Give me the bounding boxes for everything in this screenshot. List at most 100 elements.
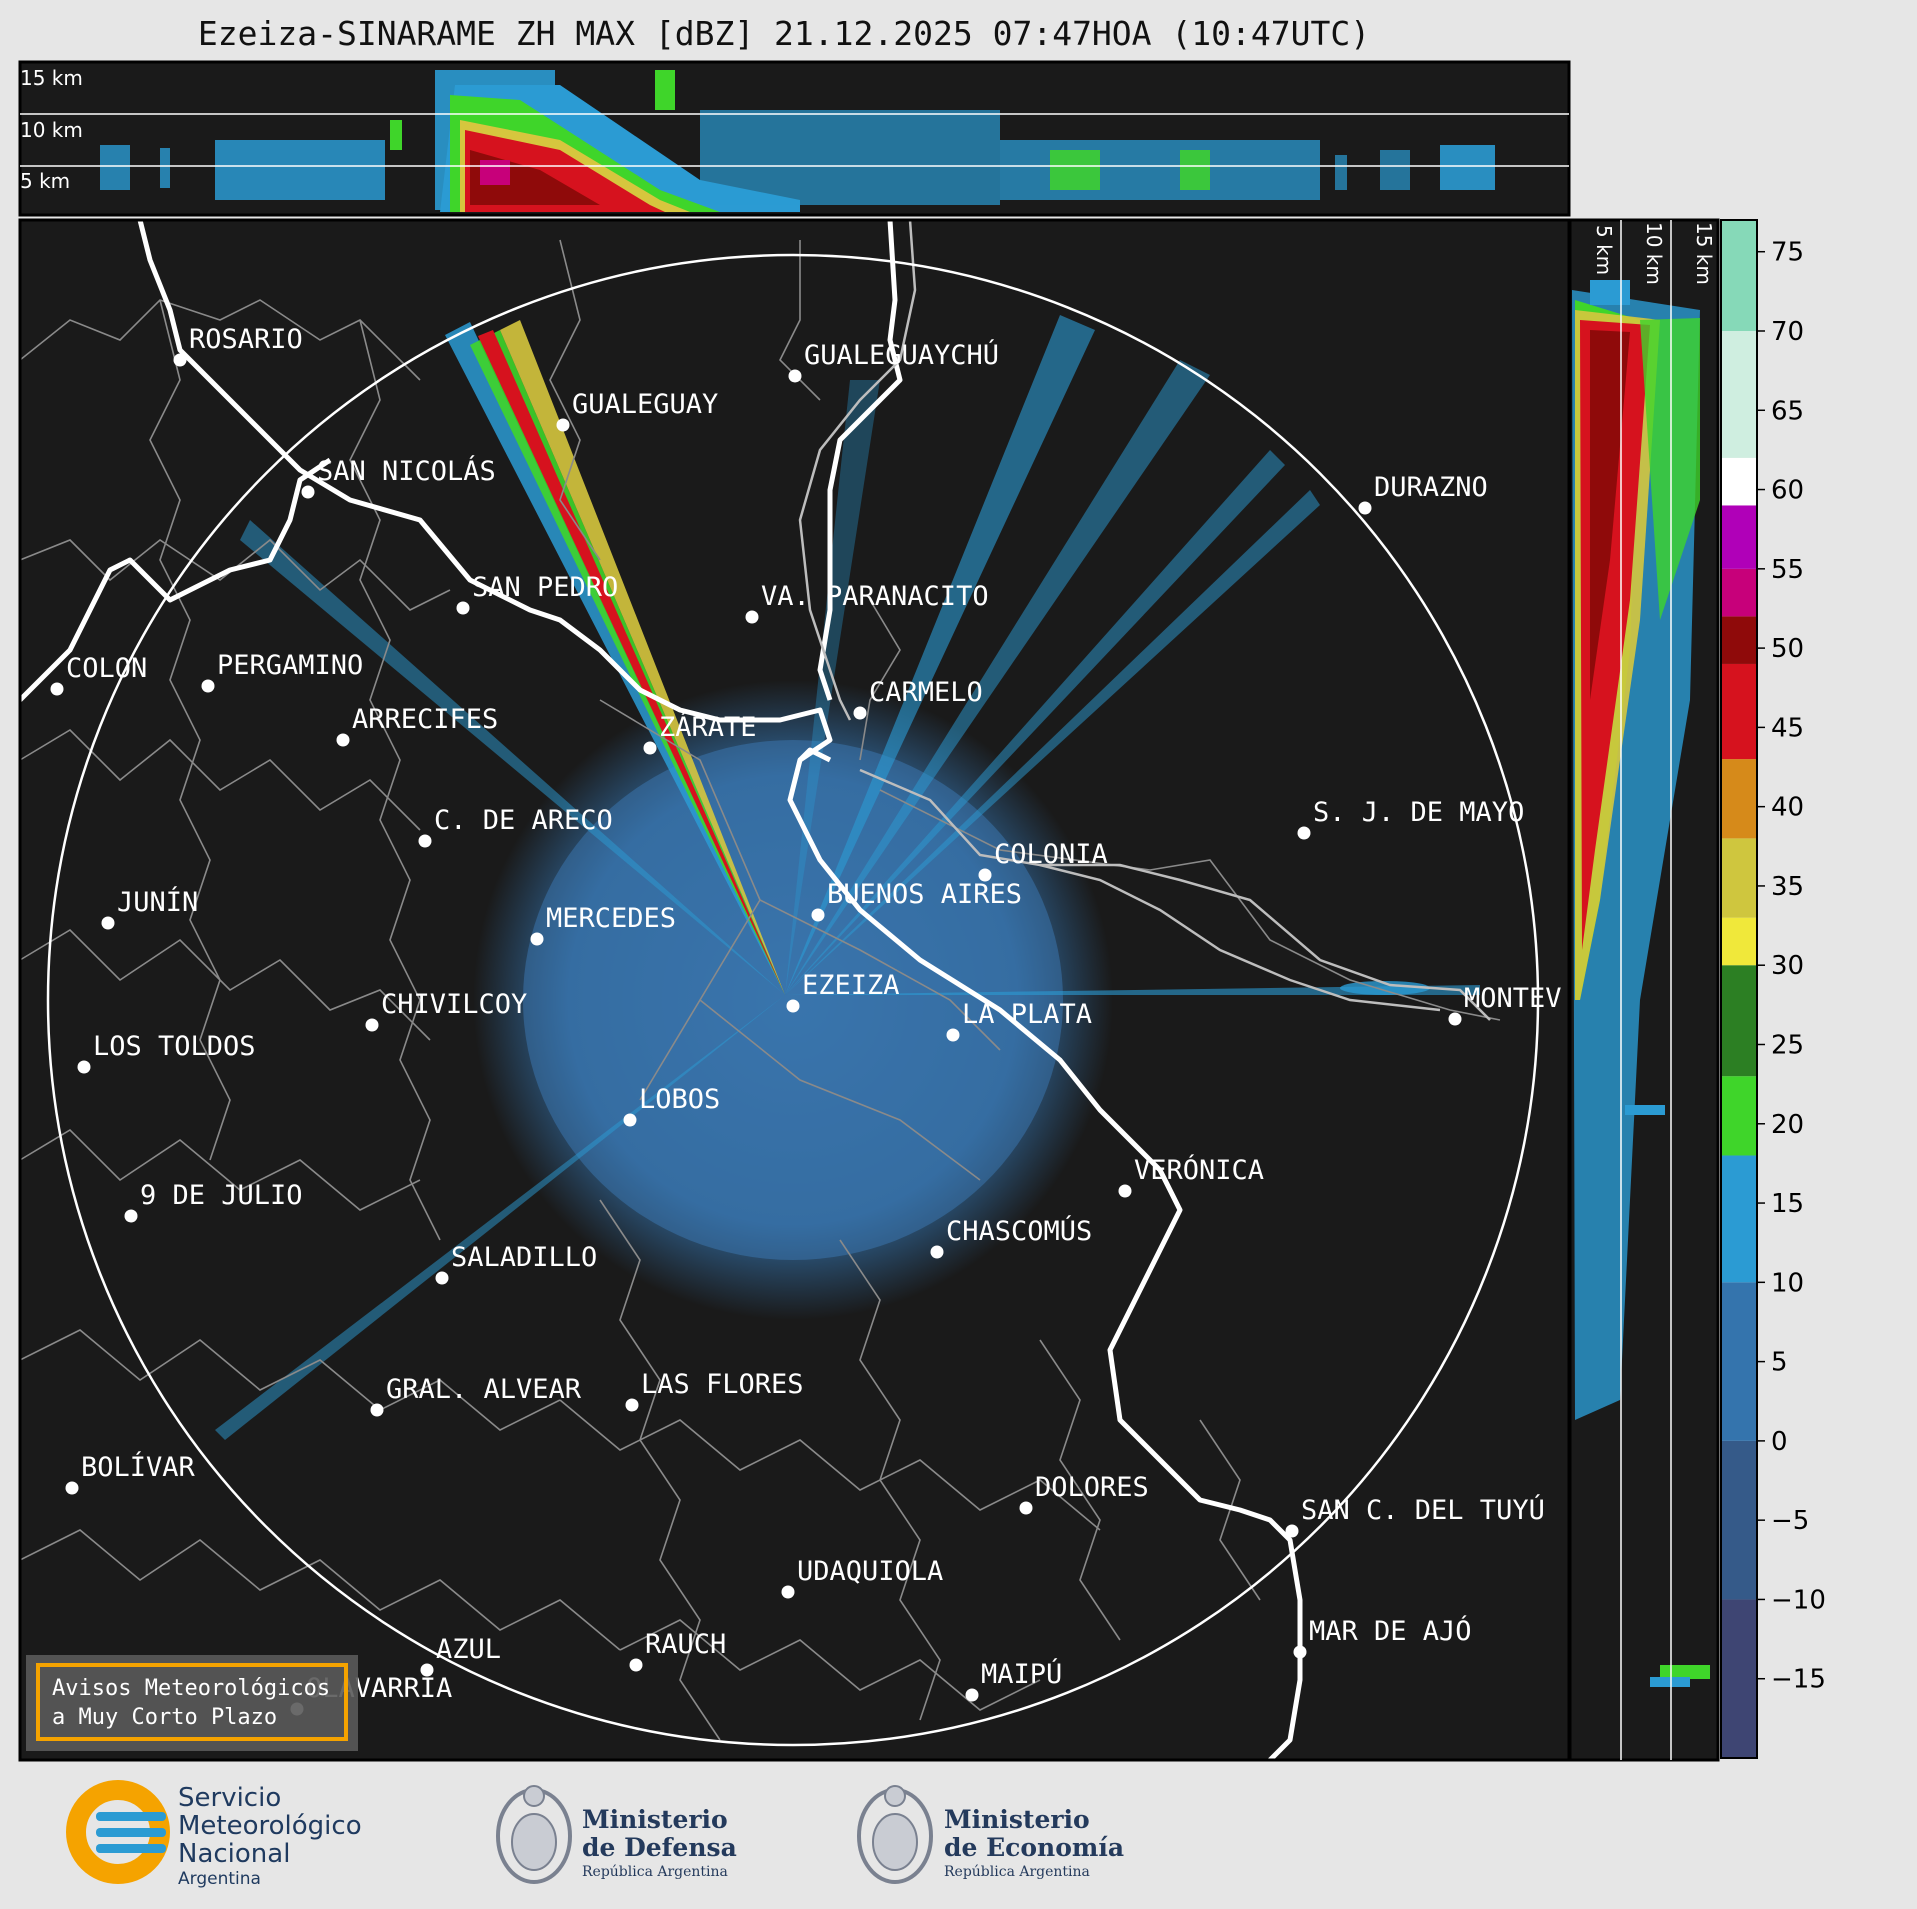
side-label-10km: 10 km — [1642, 222, 1666, 285]
city-label: MAR DE AJÓ — [1309, 1615, 1472, 1647]
department-borders — [20, 239, 1501, 1741]
city-label: DOLORES — [1035, 1472, 1149, 1503]
city-marker — [1297, 826, 1311, 840]
city-label: VA. PARANACITO — [761, 581, 989, 612]
coastline-border — [20, 220, 1303, 1760]
city-marker — [370, 1403, 384, 1417]
side-cross-section-panel: 5 km 10 km 15 km — [1568, 218, 1720, 1762]
colorbar-frame — [1720, 219, 1758, 1759]
badge-line1: Avisos Meteorológicos — [52, 1676, 330, 1701]
city-label: ZÁRATE — [659, 711, 757, 743]
city-marker — [930, 1245, 944, 1259]
economia-line3: República Argentina — [944, 1864, 1090, 1880]
colorbar-band — [1721, 568, 1757, 617]
city-marker — [173, 353, 187, 367]
economia-logo: Ministerio de Economía República Argenti… — [857, 1785, 1124, 1884]
colorbar-band — [1721, 505, 1757, 569]
city-marker — [643, 741, 657, 755]
rivers-and-borders — [798, 220, 1491, 1021]
colorbar-band — [1721, 1155, 1757, 1283]
colorbar-band — [1721, 663, 1757, 760]
city-marker — [301, 485, 315, 499]
city-label: LAS FLORES — [641, 1369, 804, 1400]
city-marker — [456, 601, 470, 615]
city-label: GUALEGUAYCHÚ — [804, 339, 999, 371]
smn-line4: Argentina — [178, 1869, 261, 1889]
defensa-line1: Ministerio — [582, 1805, 728, 1834]
city-marker — [435, 1271, 449, 1285]
city-label: SALADILLO — [451, 1242, 597, 1273]
city-marker — [1285, 1524, 1299, 1538]
city-marker — [978, 868, 992, 882]
city-label: RAUCH — [645, 1629, 726, 1660]
side-label-15km: 15 km — [1692, 222, 1716, 285]
top-label-5km: 5 km — [20, 169, 70, 193]
city-label: JUNÍN — [117, 886, 198, 918]
city-label: ROSARIO — [189, 324, 303, 355]
city-marker — [556, 418, 570, 432]
smn-line2: Meteorológico — [178, 1811, 362, 1841]
city-marker — [625, 1398, 639, 1412]
colorbar-tick-label: 50 — [1771, 634, 1804, 664]
city-marker — [365, 1018, 379, 1032]
city-marker — [65, 1481, 79, 1495]
badge-line2: a Muy Corto Plazo — [52, 1705, 277, 1730]
side-panel-echoes — [1572, 280, 1710, 1687]
city-label: BUENOS AIRES — [827, 879, 1022, 910]
alerts-badge[interactable]: Avisos Meteorológicos a Muy Corto Plazo — [26, 1655, 358, 1751]
colorbar-tick-label: 55 — [1771, 555, 1804, 585]
smn-line1: Servicio — [178, 1783, 281, 1813]
colorbar-tick-label: 70 — [1771, 317, 1804, 347]
city-label: C. DE ARECO — [434, 805, 613, 836]
colorbar-tick-label: −10 — [1771, 1585, 1826, 1615]
city-label: LOS TOLDOS — [93, 1031, 256, 1062]
colorbar-band — [1721, 1440, 1757, 1600]
city-marker — [101, 916, 115, 930]
colorbar-tick-label: 30 — [1771, 951, 1804, 981]
city-label: COLON — [66, 653, 147, 684]
colorbar-tick-label: 5 — [1771, 1348, 1788, 1378]
city-marker — [781, 1585, 795, 1599]
radar-echoes — [215, 315, 1480, 1440]
radar-map[interactable]: ROSARIO GUALEGUAYCHÚ GUALEGUAY SAN NICOLÁS D… — [18, 218, 1571, 1762]
city-layer: ROSARIO GUALEGUAYCHÚ GUALEGUAY SAN NICOLÁS D… — [50, 324, 1562, 1716]
city-label: LA PLATA — [962, 999, 1092, 1030]
city-label: SAN PEDRO — [472, 572, 618, 603]
top-cross-section-panel: 15 km 10 km 5 km — [18, 60, 1571, 217]
city-marker — [745, 610, 759, 624]
colorbar-tick-label: 60 — [1771, 476, 1804, 506]
city-label: S. J. DE MAYO — [1313, 797, 1524, 828]
city-label: SAN NICOLÁS — [317, 455, 496, 487]
colorbar-band — [1721, 965, 1757, 1077]
colorbar-tick-label: 0 — [1771, 1427, 1788, 1457]
colorbar-tick-label: 45 — [1771, 713, 1804, 743]
defensa-logo: Ministerio de Defensa República Argentin… — [496, 1785, 737, 1884]
city-marker — [124, 1209, 138, 1223]
badge-background — [26, 1655, 358, 1751]
city-marker — [1293, 1645, 1307, 1659]
city-label: CHASCOMÚS — [946, 1215, 1092, 1247]
city-marker — [530, 932, 544, 946]
city-marker — [1019, 1501, 1033, 1515]
colorbar-tick-label: 20 — [1771, 1110, 1804, 1140]
city-label: CHIVILCOY — [381, 989, 527, 1020]
colorbar-tick-label: 40 — [1771, 793, 1804, 823]
city-label: AZUL — [436, 1634, 501, 1665]
city-marker — [946, 1028, 960, 1042]
city-label: VERÓNICA — [1134, 1154, 1264, 1186]
city-label: MERCEDES — [546, 903, 676, 934]
city-label: COLONIA — [994, 839, 1108, 870]
city-label: CARMELO — [869, 677, 983, 708]
city-label: EZEIZA — [802, 970, 900, 1001]
chart-title: Ezeiza-SINARAME ZH MAX [dBZ] 21.12.2025 … — [197, 14, 1371, 53]
colorbar-tick-label: 65 — [1771, 396, 1804, 426]
city-marker — [853, 706, 867, 720]
badge-border — [36, 1663, 348, 1741]
city-marker — [786, 999, 800, 1013]
city-marker — [788, 369, 802, 383]
colorbar-tick-label: 75 — [1771, 238, 1804, 268]
city-marker — [1358, 501, 1372, 515]
city-label: DURAZNO — [1374, 472, 1488, 503]
city-marker — [201, 679, 215, 693]
